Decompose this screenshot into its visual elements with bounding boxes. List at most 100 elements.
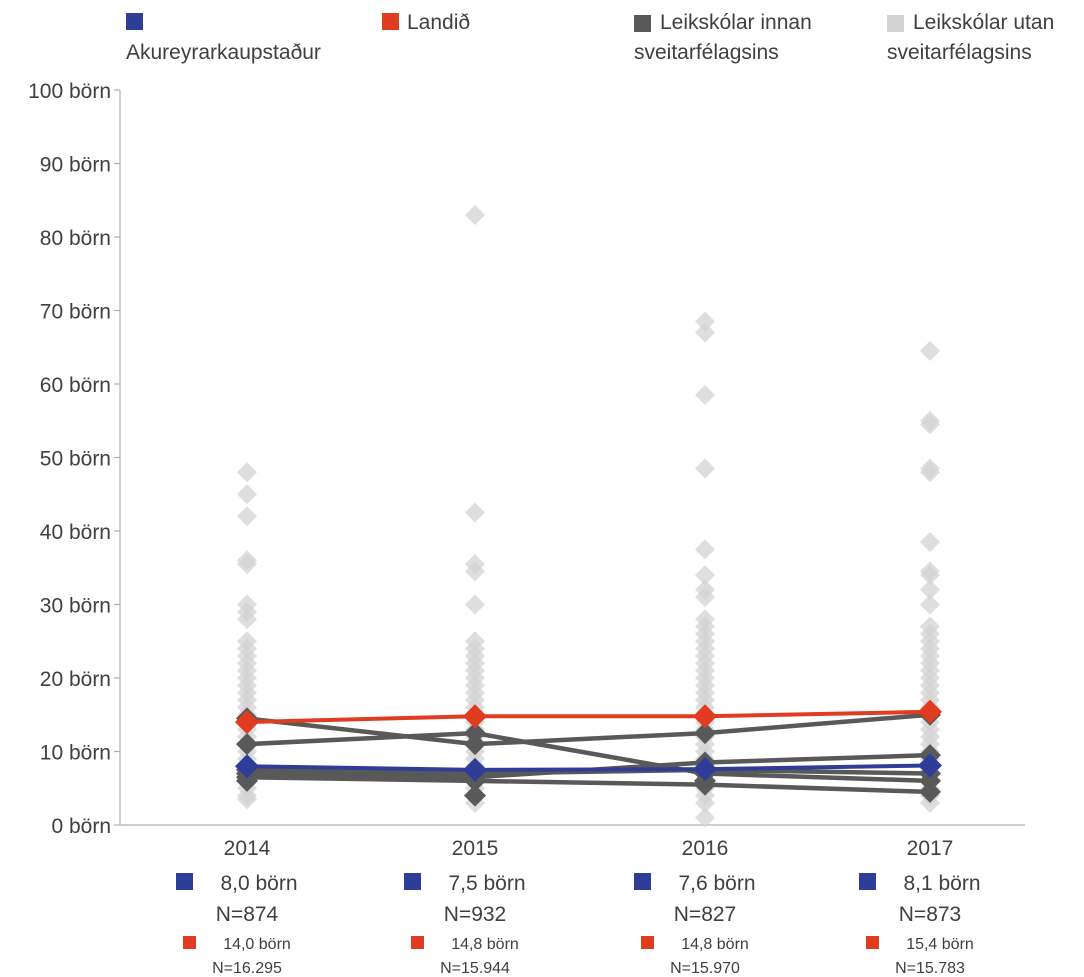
x-tick-label: 2015	[452, 837, 499, 860]
utan-point	[920, 532, 940, 553]
footer-landid-swatch	[411, 936, 424, 949]
utan-point	[695, 322, 715, 343]
footer-landid-value: 14,0 börn	[223, 936, 291, 953]
utan-point	[920, 565, 940, 586]
footer-landid-value: 15,4 börn	[906, 936, 974, 953]
utan-point	[695, 792, 715, 813]
utan-point	[695, 385, 715, 406]
utan-point	[695, 587, 715, 608]
innan-lines	[246, 712, 931, 795]
footer-akureyri-n: N=932	[444, 903, 506, 926]
legend-swatch-akureyri	[126, 13, 143, 30]
innan-point	[464, 784, 486, 807]
y-axis: 0 börn 10 börn 20 börn 30 börn 40 börn 50 bör…	[28, 80, 121, 838]
footer-akureyri-n: N=827	[674, 903, 736, 926]
utan-point	[920, 414, 940, 435]
legend-item-landid[interactable]: Landið	[382, 8, 582, 38]
footer-landid-value: 14,8 börn	[451, 936, 519, 953]
innan-line	[246, 712, 931, 747]
y-tick-label: 0 börn	[51, 815, 111, 838]
utan-point	[695, 565, 715, 586]
footer-landid-swatch	[866, 936, 879, 949]
utan-point	[237, 554, 257, 575]
footer-akureyri-n: N=873	[899, 903, 961, 926]
innan-line	[246, 774, 931, 795]
y-tick-label: 80 börn	[40, 227, 111, 250]
legend-label-akureyri: Akureyrarkaupstaður	[126, 41, 321, 64]
innan-line	[246, 730, 931, 784]
utan-point	[465, 594, 485, 615]
main-series	[235, 699, 942, 782]
utan-point	[237, 609, 257, 630]
y-tick-label: 70 börn	[40, 301, 111, 324]
akureyri-line	[246, 763, 931, 772]
utan-point	[695, 458, 715, 479]
landid-point	[463, 704, 487, 729]
footer-akureyri-swatch	[404, 873, 421, 890]
utan-point	[695, 807, 715, 828]
utan-point	[920, 594, 940, 615]
footer-akureyri-swatch	[176, 873, 193, 890]
y-tick-label: 60 börn	[40, 374, 111, 397]
innan-point	[919, 780, 941, 803]
utan-point	[237, 789, 257, 810]
legend-label-landid: Landið	[407, 11, 471, 34]
footer-labels: 8,0 börn N=874 14,0 börn N=16.295 7,5 börn N=…	[176, 872, 981, 977]
legend-item-akureyri[interactable]: Akureyrarkaupstaður	[126, 8, 366, 68]
legend-swatch-utan	[887, 15, 904, 32]
footer-akureyri-value: 7,5 börn	[448, 872, 525, 895]
legend-item-utan[interactable]: Leikskólar utan sveitarfélagsins	[887, 8, 1082, 68]
innan-point	[236, 733, 258, 756]
legend-label-utan: Leikskólar utan sveitarfélagsins	[887, 11, 1055, 64]
utan-point	[237, 484, 257, 505]
footer-landid-n: N=15.783	[895, 960, 965, 977]
footer-landid-n: N=15.944	[440, 960, 510, 977]
footer-akureyri-value: 8,1 börn	[903, 872, 980, 895]
footer-akureyri-n: N=874	[216, 903, 279, 926]
y-tick-label: 10 börn	[40, 742, 111, 765]
footer-landid-n: N=16.295	[212, 960, 282, 977]
footer-landid-value: 14,8 börn	[681, 936, 749, 953]
landid-point	[693, 704, 717, 729]
landid-line	[246, 709, 931, 725]
y-tick-label: 40 börn	[40, 521, 111, 544]
footer-akureyri-value: 7,6 börn	[678, 872, 755, 895]
legend-item-innan[interactable]: Leikskólar innan sveitarfélagsins	[634, 8, 849, 68]
utan-point	[465, 204, 485, 225]
landid-point	[918, 699, 942, 724]
footer-akureyri-value: 8,0 börn	[220, 872, 297, 895]
akureyri-point	[235, 754, 259, 779]
legend-label-innan: Leikskólar innan sveitarfélagsins	[634, 11, 812, 64]
x-tick-label: 2017	[907, 837, 954, 860]
utan-point	[465, 502, 485, 523]
innan-point	[236, 769, 258, 792]
y-tick-label: 30 börn	[40, 595, 111, 618]
utan-point	[920, 462, 940, 483]
y-tick-label: 20 börn	[40, 668, 111, 691]
x-tick-label: 2016	[682, 837, 729, 860]
innan-point	[464, 733, 486, 756]
utan-point	[695, 539, 715, 560]
legend-swatch-innan	[634, 15, 651, 32]
akureyri-point	[693, 757, 717, 782]
footer-landid-swatch	[183, 936, 196, 949]
footer-akureyri-swatch	[634, 873, 651, 890]
x-axis: 2014 2015 2016 2017	[120, 824, 1025, 860]
utan-point	[237, 506, 257, 527]
legend-swatch-landid	[382, 13, 399, 30]
footer-landid-n: N=15.970	[670, 960, 740, 977]
y-tick-label: 50 börn	[40, 448, 111, 471]
utan-point	[920, 792, 940, 813]
landid-point	[235, 710, 259, 735]
akureyri-point	[918, 753, 942, 778]
utan-point	[920, 340, 940, 361]
footer-akureyri-swatch	[859, 873, 876, 890]
akureyri-point	[463, 757, 487, 782]
innan-line	[246, 767, 931, 776]
y-tick-label: 100 börn	[28, 80, 111, 103]
footer-landid-swatch	[641, 936, 654, 949]
y-tick-label: 90 börn	[40, 154, 111, 177]
utan-point	[237, 462, 257, 483]
utan-point	[695, 311, 715, 332]
